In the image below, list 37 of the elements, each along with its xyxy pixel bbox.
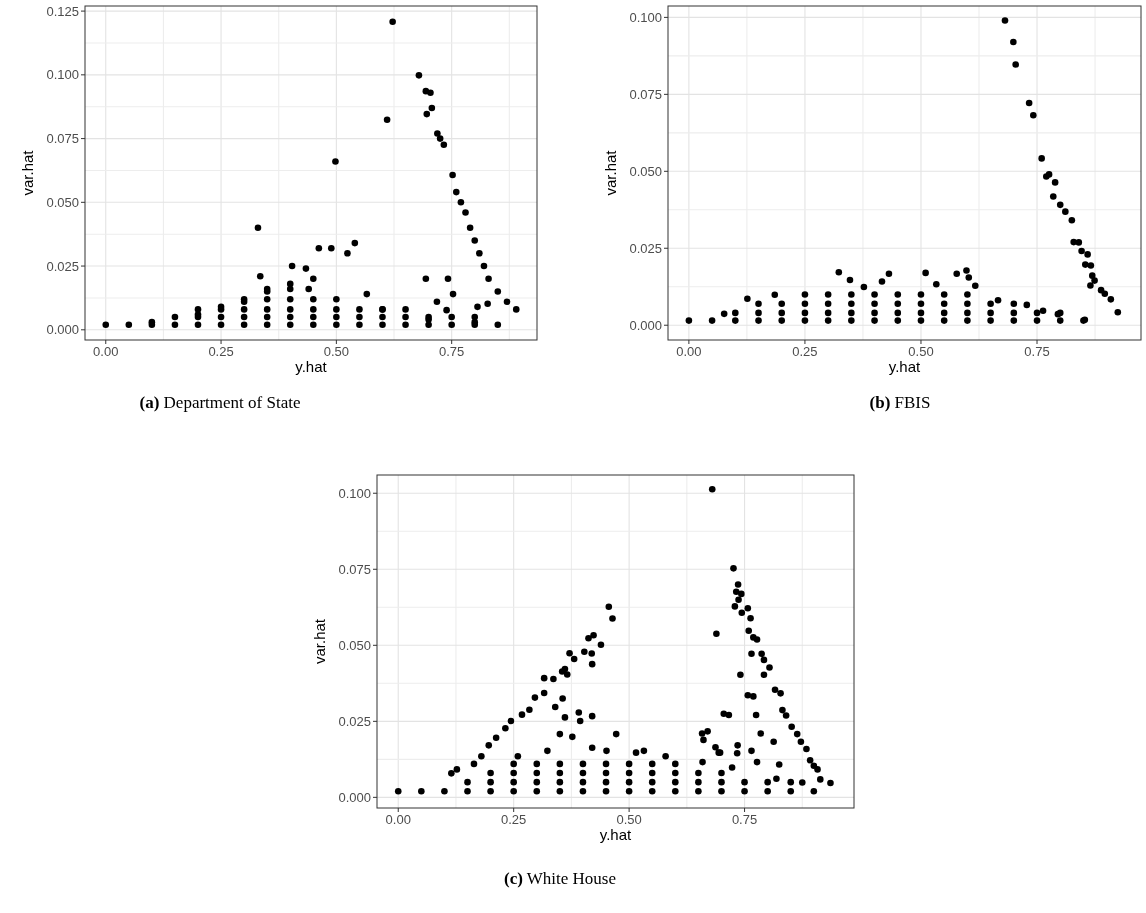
- x-axis-title: y.hat: [295, 358, 328, 375]
- x-tick-label: 0.25: [792, 344, 818, 359]
- y-tick-label: 0.025: [46, 258, 79, 274]
- x-tick-label: 0.50: [323, 344, 350, 359]
- y-tick-label: 0.075: [629, 86, 662, 102]
- y-axis-title: var.hat: [311, 618, 328, 665]
- y-tick-label: 0.000: [629, 317, 662, 333]
- x-tick-label: 0.00: [385, 812, 411, 827]
- x-tick-label: 0.00: [93, 344, 119, 359]
- x-tick-label: 0.50: [616, 812, 642, 827]
- x-tick-label: 0.00: [676, 344, 702, 359]
- x-axis-title: y.hat: [888, 358, 922, 375]
- text: (a) Department of State: [139, 393, 301, 412]
- y-tick-label: 0.000: [338, 789, 371, 805]
- x-tick-label: 0.25: [501, 812, 527, 827]
- x-axis-title: y.hat: [599, 826, 633, 843]
- y-tick-label: 0.075: [338, 561, 371, 577]
- y-tick-label: 0.100: [46, 67, 79, 83]
- text: (c) White House: [503, 869, 617, 888]
- x-tick-label: 0.75: [439, 344, 465, 359]
- y-tick-label: 0.100: [338, 485, 371, 501]
- y-tick-label: 0.075: [46, 131, 79, 147]
- y-tick-label: 0.050: [46, 194, 79, 210]
- y-tick-label: 0.025: [338, 713, 371, 729]
- y-tick-label: 0.025: [629, 240, 662, 256]
- x-tick-label: 0.25: [208, 344, 234, 359]
- x-tick-label: 0.75: [731, 812, 758, 827]
- y-tick-label: 0.125: [46, 3, 79, 19]
- y-tick-label: 0.000: [46, 322, 79, 338]
- y-tick-label: 0.050: [629, 163, 662, 179]
- x-tick-label: 0.50: [908, 344, 934, 359]
- text: (b) FBIS: [869, 393, 931, 412]
- y-axis-title: var.hat: [19, 149, 36, 196]
- y-tick-label: 0.050: [338, 637, 371, 653]
- y-tick-label: 0.100: [629, 9, 662, 25]
- x-tick-label: 0.75: [1024, 344, 1050, 359]
- y-axis-title: var.hat: [602, 149, 619, 196]
